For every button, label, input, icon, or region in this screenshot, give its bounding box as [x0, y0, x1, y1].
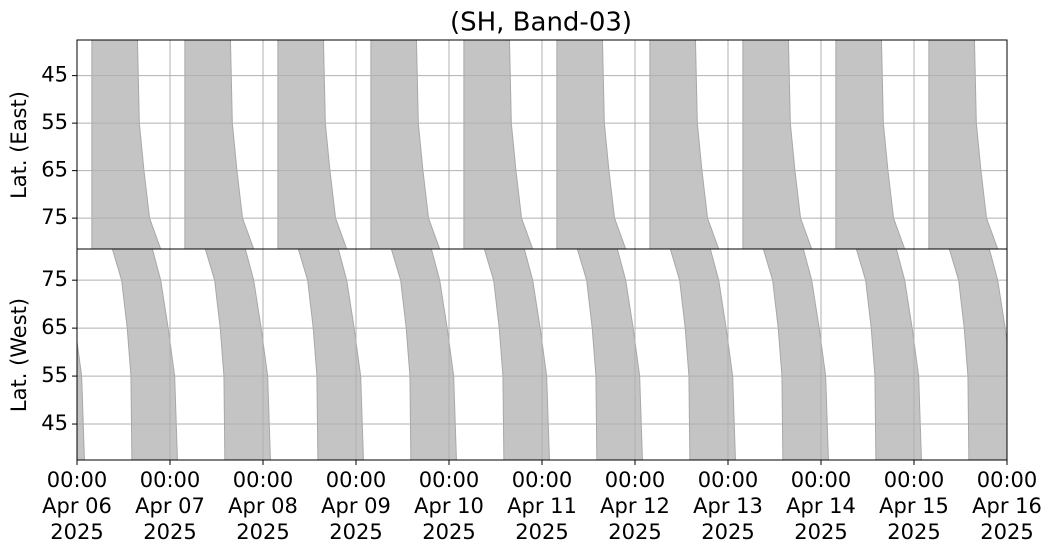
- y-tick-label: 75: [41, 267, 68, 291]
- coverage-band: [835, 40, 906, 249]
- y-tick-label: 45: [41, 411, 68, 435]
- coverage-band: [463, 40, 534, 249]
- coverage-band: [762, 249, 829, 460]
- coverage-band: [669, 249, 736, 460]
- x-tick-label: 00:00 Apr 15 2025: [879, 468, 949, 544]
- coverage-band: [483, 249, 550, 460]
- y-tick-label: 65: [41, 158, 68, 182]
- x-tick-label: 00:00 Apr 08 2025: [228, 468, 298, 544]
- y-axis-label: Lat. (East): [7, 91, 31, 199]
- coverage-band: [742, 40, 813, 249]
- x-tick-label: 00:00 Apr 12 2025: [600, 468, 670, 544]
- coverage-band: [277, 40, 348, 249]
- coverage-band: [390, 249, 457, 460]
- coverage-band: [576, 249, 643, 460]
- coverage-band: [928, 40, 999, 249]
- y-tick-label: 55: [41, 363, 68, 387]
- x-tick-label: 00:00 Apr 07 2025: [135, 468, 205, 544]
- coverage-band: [855, 249, 922, 460]
- y-axis-label: Lat. (West): [7, 298, 31, 412]
- x-tick-label: 00:00 Apr 06 2025: [42, 468, 112, 544]
- plot-area: [77, 249, 1007, 460]
- y-tick-label: 45: [41, 63, 68, 87]
- plot-frame: [76, 248, 1008, 461]
- x-tick-label: 00:00 Apr 11 2025: [507, 468, 577, 544]
- x-tick-label: 00:00 Apr 16 2025: [972, 468, 1042, 544]
- coverage-band: [204, 249, 271, 460]
- coverage-band: [297, 249, 364, 460]
- coverage-band: [370, 40, 441, 249]
- x-tick-label: 00:00 Apr 10 2025: [414, 468, 484, 544]
- coverage-band: [649, 40, 720, 249]
- coverage-band: [91, 40, 162, 249]
- x-tick-label: 00:00 Apr 14 2025: [786, 468, 856, 544]
- coverage-band: [948, 249, 1007, 460]
- coverage-band: [111, 249, 178, 460]
- coverage-band: [77, 338, 85, 460]
- coverage-band: [184, 40, 255, 249]
- y-tick-label: 65: [41, 315, 68, 339]
- plot-area: [91, 40, 999, 249]
- y-tick-label: 55: [41, 110, 68, 134]
- x-tick-label: 00:00 Apr 13 2025: [693, 468, 763, 544]
- y-tick-label: 75: [41, 205, 68, 229]
- x-tick-label: 00:00 Apr 09 2025: [321, 468, 391, 544]
- chart-title: (SH, Band-03): [450, 8, 632, 38]
- coverage-band: [556, 40, 627, 249]
